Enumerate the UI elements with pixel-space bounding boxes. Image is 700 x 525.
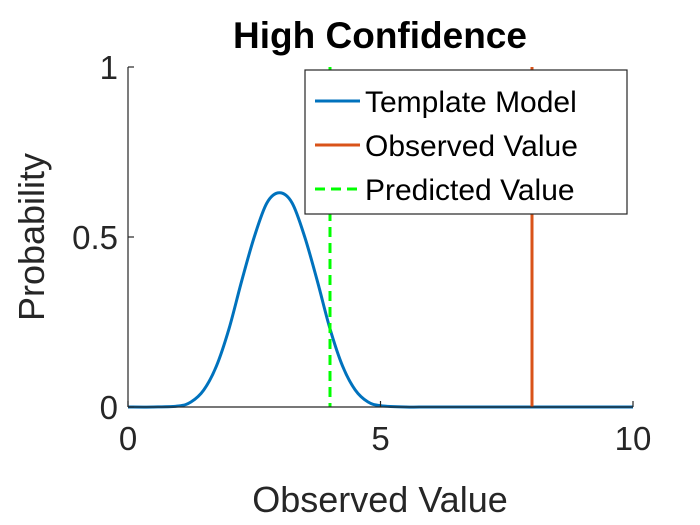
chart-title: High Confidence <box>233 15 527 56</box>
legend-entry: Predicted Value <box>365 174 575 207</box>
x-tick-label: 10 <box>615 420 652 457</box>
x-tick-label: 0 <box>119 420 137 457</box>
legend: Template Model Observed Value Predicted Va… <box>304 69 628 215</box>
series-line-template-model <box>127 191 633 409</box>
y-tick-label: 1 <box>100 49 118 86</box>
x-axis-label: Observed Value <box>252 479 507 520</box>
y-tick-label: 0 <box>100 389 118 426</box>
axis-ticks: 0 5 10 0 0.5 1 <box>72 49 651 457</box>
legend-box <box>304 69 628 215</box>
legend-entry: Observed Value <box>365 130 578 163</box>
legend-entry: Template Model <box>365 86 577 119</box>
y-tick-label: 0.5 <box>72 219 118 256</box>
y-axis-label: Probability <box>11 153 52 321</box>
x-tick-label: 5 <box>371 420 389 457</box>
